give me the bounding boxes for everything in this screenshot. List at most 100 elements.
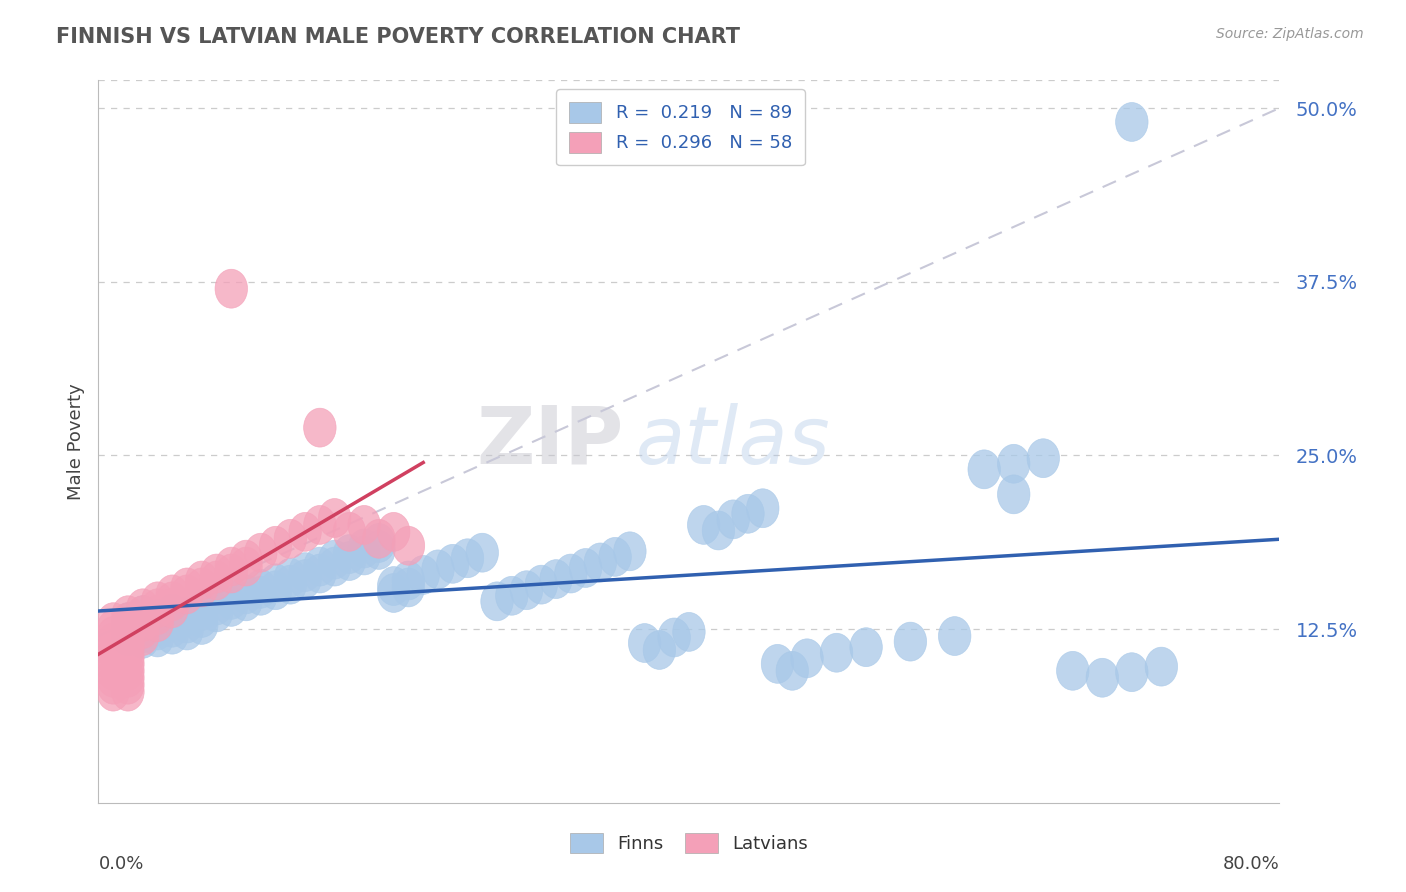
- Ellipse shape: [702, 511, 735, 549]
- Ellipse shape: [156, 601, 188, 640]
- Ellipse shape: [97, 638, 129, 676]
- Ellipse shape: [495, 576, 529, 615]
- Ellipse shape: [111, 638, 145, 676]
- Ellipse shape: [318, 499, 352, 537]
- Ellipse shape: [554, 554, 588, 593]
- Ellipse shape: [967, 450, 1001, 489]
- Ellipse shape: [156, 615, 188, 654]
- Ellipse shape: [97, 651, 129, 690]
- Ellipse shape: [111, 624, 145, 663]
- Ellipse shape: [215, 581, 247, 619]
- Ellipse shape: [141, 618, 174, 657]
- Ellipse shape: [141, 607, 174, 646]
- Ellipse shape: [820, 633, 853, 673]
- Ellipse shape: [304, 506, 336, 544]
- Ellipse shape: [363, 531, 395, 569]
- Ellipse shape: [111, 609, 145, 648]
- Ellipse shape: [363, 519, 395, 558]
- Ellipse shape: [127, 596, 159, 635]
- Y-axis label: Male Poverty: Male Poverty: [66, 384, 84, 500]
- Ellipse shape: [111, 658, 145, 698]
- Ellipse shape: [111, 644, 145, 683]
- Ellipse shape: [156, 575, 188, 614]
- Ellipse shape: [156, 608, 188, 648]
- Ellipse shape: [259, 564, 292, 603]
- Ellipse shape: [111, 596, 145, 635]
- Ellipse shape: [111, 665, 145, 704]
- Ellipse shape: [333, 512, 366, 551]
- Ellipse shape: [186, 606, 218, 644]
- Ellipse shape: [111, 616, 145, 656]
- Ellipse shape: [111, 609, 145, 648]
- Ellipse shape: [894, 623, 927, 661]
- Ellipse shape: [200, 561, 233, 600]
- Ellipse shape: [377, 574, 411, 613]
- Ellipse shape: [392, 561, 425, 600]
- Ellipse shape: [200, 593, 233, 632]
- Ellipse shape: [628, 624, 661, 663]
- Ellipse shape: [229, 582, 263, 621]
- Ellipse shape: [540, 559, 572, 599]
- Ellipse shape: [643, 631, 676, 669]
- Ellipse shape: [849, 628, 883, 666]
- Ellipse shape: [318, 547, 352, 586]
- Ellipse shape: [111, 603, 145, 641]
- Ellipse shape: [111, 616, 145, 656]
- Ellipse shape: [377, 566, 411, 606]
- Ellipse shape: [127, 596, 159, 635]
- Ellipse shape: [141, 589, 174, 628]
- Ellipse shape: [333, 541, 366, 581]
- Ellipse shape: [111, 673, 145, 711]
- Ellipse shape: [170, 611, 204, 650]
- Ellipse shape: [127, 609, 159, 648]
- Ellipse shape: [717, 500, 749, 539]
- Ellipse shape: [997, 475, 1031, 514]
- Ellipse shape: [613, 532, 647, 571]
- Ellipse shape: [451, 539, 484, 578]
- Ellipse shape: [776, 651, 808, 690]
- Ellipse shape: [1115, 103, 1149, 142]
- Ellipse shape: [186, 599, 218, 638]
- Ellipse shape: [672, 613, 706, 651]
- Ellipse shape: [583, 543, 617, 582]
- Ellipse shape: [156, 594, 188, 633]
- Ellipse shape: [259, 571, 292, 609]
- Ellipse shape: [259, 526, 292, 566]
- Ellipse shape: [215, 547, 247, 586]
- Ellipse shape: [186, 591, 218, 631]
- Ellipse shape: [127, 616, 159, 656]
- Ellipse shape: [510, 571, 543, 609]
- Ellipse shape: [127, 614, 159, 653]
- Ellipse shape: [215, 269, 247, 308]
- Ellipse shape: [97, 624, 129, 663]
- Ellipse shape: [304, 554, 336, 593]
- Ellipse shape: [747, 489, 779, 528]
- Ellipse shape: [170, 568, 204, 607]
- Ellipse shape: [392, 568, 425, 607]
- Ellipse shape: [97, 616, 129, 656]
- Text: ZIP: ZIP: [477, 402, 624, 481]
- Ellipse shape: [156, 582, 188, 621]
- Ellipse shape: [318, 541, 352, 579]
- Ellipse shape: [761, 644, 794, 683]
- Ellipse shape: [245, 533, 277, 572]
- Ellipse shape: [333, 534, 366, 574]
- Ellipse shape: [111, 651, 145, 690]
- Ellipse shape: [97, 603, 129, 641]
- Text: Source: ZipAtlas.com: Source: ZipAtlas.com: [1216, 27, 1364, 41]
- Legend: Finns, Latvians: Finns, Latvians: [558, 820, 820, 866]
- Ellipse shape: [304, 547, 336, 586]
- Ellipse shape: [170, 575, 204, 614]
- Ellipse shape: [481, 582, 513, 621]
- Ellipse shape: [288, 512, 322, 551]
- Ellipse shape: [111, 603, 145, 641]
- Ellipse shape: [127, 606, 159, 644]
- Ellipse shape: [938, 616, 972, 656]
- Ellipse shape: [288, 553, 322, 591]
- Ellipse shape: [731, 494, 765, 533]
- Ellipse shape: [422, 549, 454, 589]
- Ellipse shape: [200, 554, 233, 593]
- Ellipse shape: [1056, 651, 1090, 690]
- Ellipse shape: [436, 544, 470, 583]
- Ellipse shape: [127, 603, 159, 641]
